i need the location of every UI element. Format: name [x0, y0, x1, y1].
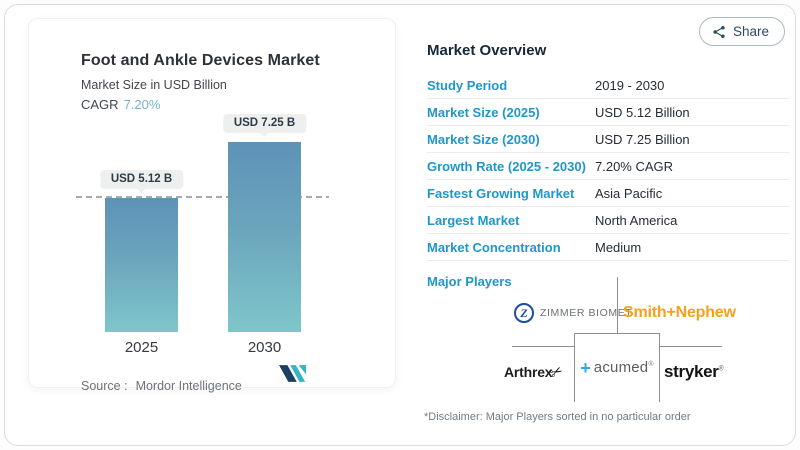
row-value: USD 7.25 Billion [595, 131, 690, 147]
registered-trademark-symbol: ® [718, 365, 724, 373]
zimmer-biomet-wordmark: ZIMMER BIOMET [540, 307, 633, 319]
row-value: Asia Pacific [595, 185, 663, 201]
zimmer-biomet-monogram-icon: Z [514, 303, 534, 323]
overview-table: Study Period 2019 - 2030 Market Size (20… [412, 72, 789, 261]
row-label: Study Period [427, 77, 508, 93]
bar-2030 [228, 142, 301, 332]
table-row-growth-rate: Growth Rate (2025 - 2030) 7.20% CAGR [427, 153, 789, 180]
players-grid-acumed-cell-border [574, 333, 660, 402]
acumed-wordmark: acumed® [593, 359, 654, 376]
x-axis-label-2030: 2030 [247, 339, 282, 356]
smith-nephew-logo: Smith+Nephew [623, 304, 736, 321]
row-label: Market Size (2025) [427, 104, 540, 120]
table-row-study-period: Study Period 2019 - 2030 [427, 72, 789, 99]
table-row-market-size-2030: Market Size (2030) USD 7.25 Billion [427, 126, 789, 153]
bar-value-label-2030: USD 7.25 B [222, 114, 307, 137]
mordor-intelligence-logo-icon [279, 364, 307, 388]
share-icon [712, 25, 726, 39]
row-value: North America [595, 212, 678, 228]
source-name: Mordor Intelligence [135, 379, 242, 393]
source-attribution: Source : Mordor Intelligence [81, 379, 242, 393]
row-value: USD 5.12 Billion [595, 104, 690, 120]
row-value: 7.20% CAGR [595, 158, 674, 174]
share-button-label: Share [732, 24, 769, 39]
row-label: Market Size (2030) [427, 131, 540, 147]
arthrex-wordmark: Arthrex [504, 364, 553, 380]
chart-card: Foot and Ankle Devices Market Market Siz… [28, 18, 396, 393]
row-label: Growth Rate (2025 - 2030) [427, 158, 586, 174]
overview-title: Market Overview [427, 42, 547, 59]
players-grid-vertical-divider [617, 277, 618, 333]
bar-2025 [105, 198, 178, 332]
cagr-value: 7.20% [123, 97, 161, 112]
chart-cagr: CAGR 7.20% [81, 97, 160, 112]
bar-chart: USD 5.12 B USD 7.25 B 2025 2030 [76, 114, 329, 356]
table-row-market-size-2025: Market Size (2025) USD 5.12 Billion [427, 99, 789, 126]
cagr-label: CAGR [81, 97, 119, 112]
stryker-wordmark: stryker [664, 362, 719, 381]
table-row-market-concentration: Market Concentration Medium [427, 234, 789, 261]
row-label: Market Concentration [427, 239, 561, 255]
share-button[interactable]: Share [698, 17, 785, 46]
acumed-logo: + acumed® [574, 333, 660, 402]
row-label: Fastest Growing Market [427, 185, 575, 201]
disclaimer-text: *Disclaimer: Major Players sorted in no … [424, 411, 691, 423]
major-players-label: Major Players [427, 274, 512, 289]
table-row-largest-market: Largest Market North America [427, 207, 789, 234]
row-value: Medium [595, 239, 642, 255]
stryker-logo: stryker® [664, 362, 724, 382]
row-value: 2019 - 2030 [595, 77, 665, 93]
reference-line [76, 196, 329, 198]
registered-trademark-symbol: ® [648, 361, 654, 368]
x-axis-label-2025: 2025 [124, 339, 159, 356]
chart-subtitle: Market Size in USD Billion [81, 78, 227, 92]
zimmer-biomet-logo: Z ZIMMER BIOMET [514, 303, 632, 323]
table-row-fastest-growing-market: Fastest Growing Market Asia Pacific [427, 180, 789, 207]
chart-title: Foot and Ankle Devices Market [81, 52, 320, 69]
acumed-plus-icon: + [580, 357, 591, 378]
row-label: Largest Market [427, 212, 520, 228]
arthrex-logo: Arthrex ✂ [504, 362, 566, 383]
source-prefix: Source : [81, 379, 128, 393]
bar-value-label-2025: USD 5.12 B [99, 170, 184, 193]
market-overview-panel: Market Overview Study Period 2019 - 2030… [412, 42, 789, 261]
